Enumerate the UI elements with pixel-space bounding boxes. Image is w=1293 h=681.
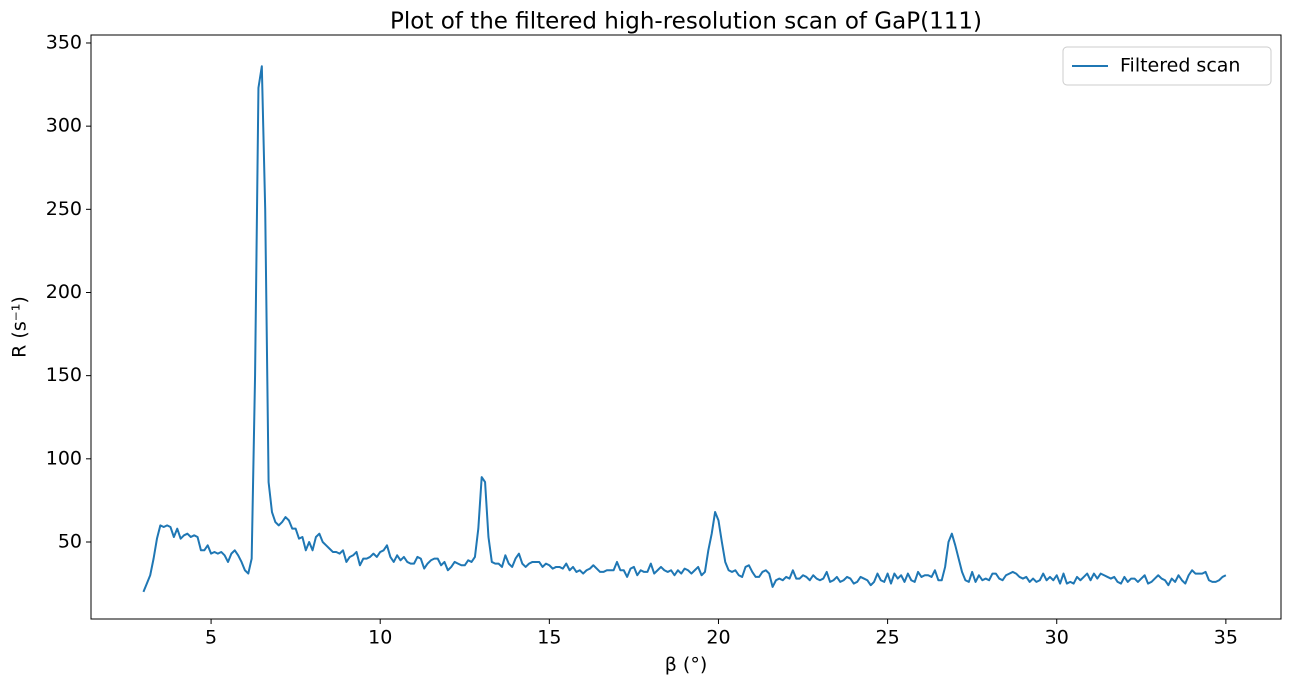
y-tick-label: 150: [46, 364, 82, 386]
x-tick-label: 15: [537, 627, 561, 649]
y-tick-label: 350: [46, 31, 82, 53]
y-axis-label: R (s⁻¹): [9, 296, 31, 358]
legend-label: Filtered scan: [1120, 55, 1240, 77]
legend-box: [1062, 46, 1272, 86]
x-tick-label: 20: [706, 627, 730, 649]
x-tick-label: 10: [368, 627, 392, 649]
x-axis-label: β (°): [665, 654, 708, 676]
y-tick-label: 300: [46, 115, 82, 137]
y-tick-label: 100: [46, 447, 82, 469]
chart-title: Plot of the filtered high-resolution sca…: [390, 9, 982, 35]
y-tick-label: 200: [46, 281, 82, 303]
x-tick-label: 5: [205, 627, 217, 649]
x-tick-label: 30: [1045, 627, 1069, 649]
y-tick-label: 50: [58, 530, 82, 552]
x-tick-label: 35: [1214, 627, 1238, 649]
plot-frame: [90, 34, 1282, 620]
x-tick-label: 25: [876, 627, 900, 649]
data-line: [142, 65, 1227, 593]
y-tick-label: 250: [46, 198, 82, 220]
